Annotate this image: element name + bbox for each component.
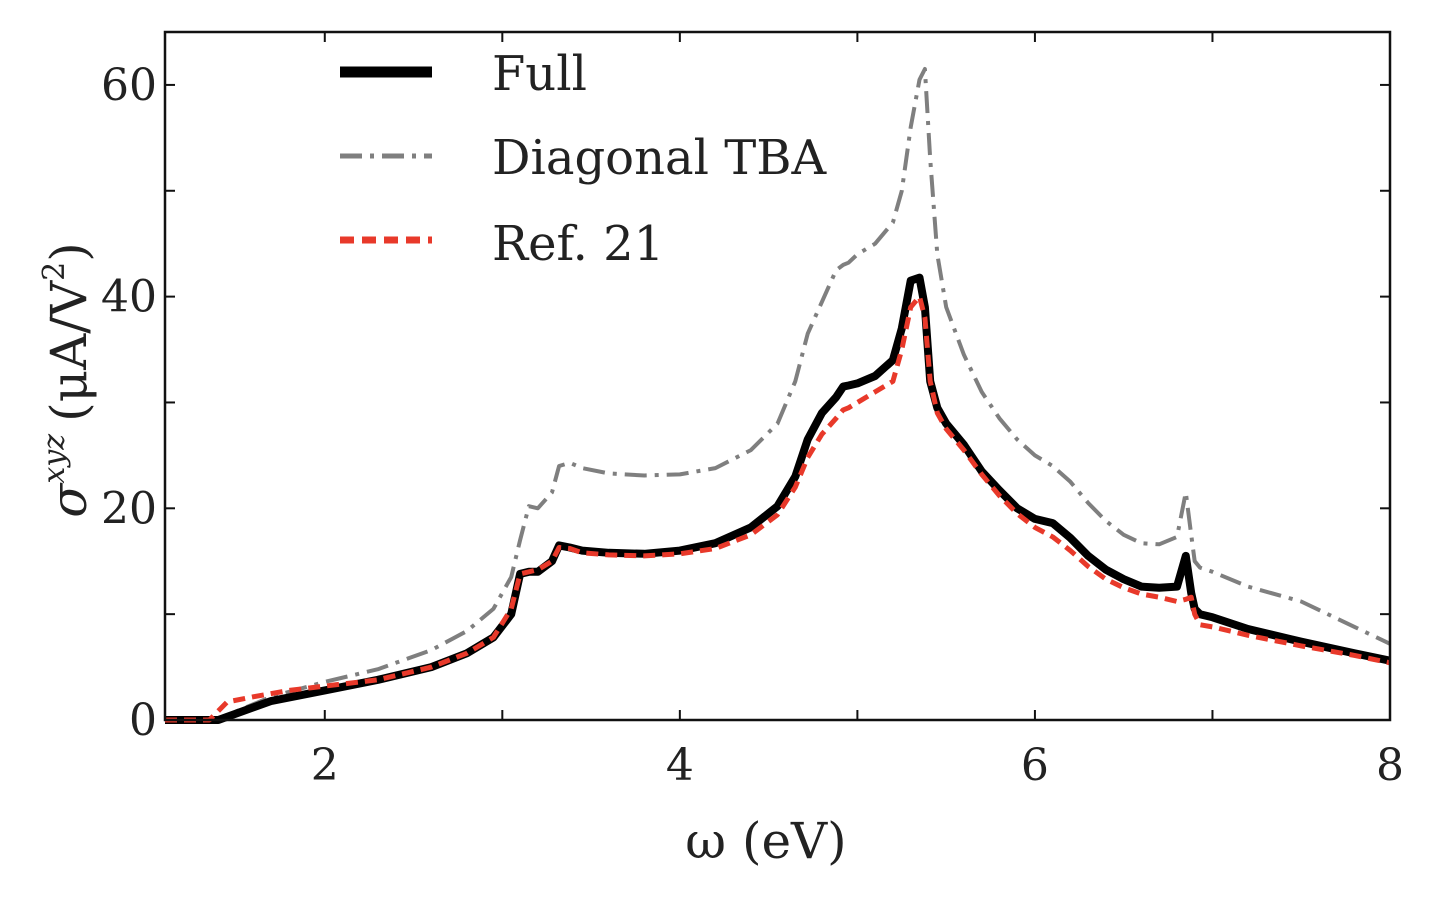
- x-tick-label: 6: [1021, 740, 1049, 791]
- y-tick-label: 20: [101, 483, 157, 534]
- y-tick-label: 60: [101, 60, 157, 111]
- y-tick-label: 40: [101, 272, 157, 323]
- tick-labels: 2 4 6 8 0 20 40 60: [101, 60, 1404, 791]
- x-tick-label: 2: [311, 740, 339, 791]
- legend-label-full: Full: [492, 46, 587, 102]
- series-line-full: [165, 273, 1391, 724]
- y-axis-label: σxyz (μA/V2): [37, 242, 98, 518]
- plot-frame: [163, 30, 1392, 722]
- svg-text:σxyz(μA/V2): σxyz (μA/V2): [37, 242, 98, 518]
- y-axis-units-sup: 2: [37, 262, 72, 281]
- x-axis-label: ω (eV): [685, 812, 846, 870]
- x-tick-label: 8: [1376, 740, 1404, 791]
- legend-label-diagonal-tba: Diagonal TBA: [492, 130, 828, 186]
- series-line-diagonal-tba: [165, 67, 1391, 722]
- legend-label-ref21: Ref. 21: [492, 216, 664, 272]
- series-line-ref-21: [165, 294, 1391, 723]
- y-axis-units: (μA/V: [40, 280, 98, 422]
- series-layer: [165, 67, 1391, 724]
- y-axis-superscript: xyz: [37, 434, 72, 484]
- legend: Full Diagonal TBA Ref. 21: [340, 46, 828, 272]
- y-tick-label: 0: [129, 695, 157, 746]
- y-axis-units-close: ): [40, 242, 98, 262]
- y-axis-symbol: σ: [40, 482, 98, 518]
- x-tick-label: 4: [666, 740, 694, 791]
